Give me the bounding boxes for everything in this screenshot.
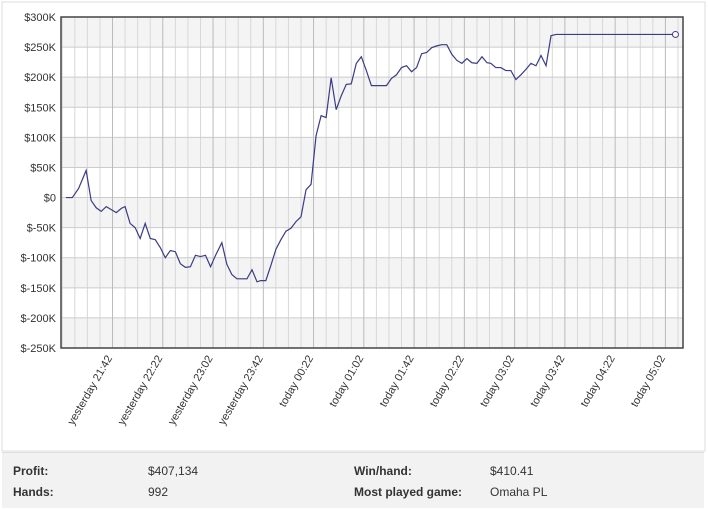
stat-value: $410.41 <box>490 464 534 478</box>
end-point <box>671 30 679 38</box>
stat-value: 992 <box>148 485 169 499</box>
grid-band <box>61 137 683 168</box>
grid-band <box>61 77 683 108</box>
stats-panel: Profit: $407,134 Hands: 992 Win/hand: $4… <box>2 452 704 508</box>
y-tick-label: $-250K <box>21 343 57 355</box>
plot-area <box>61 17 683 348</box>
data-line <box>66 33 676 283</box>
stat-label: Profit: <box>13 464 49 478</box>
y-tick-label: $50K <box>30 162 56 174</box>
y-tick-label: $250K <box>24 42 56 54</box>
y-tick-label: $0 <box>44 193 56 205</box>
stat-label: Win/hand: <box>354 464 412 478</box>
y-tick-label: $-150K <box>21 283 57 295</box>
plot-border <box>60 16 684 349</box>
chart: $-250K $-200K $-150K $-100K $-50K $0 $50K $100K… <box>1 1 706 452</box>
stat-label: Most played game: <box>354 485 463 499</box>
y-tick-label: $-50K <box>27 223 57 235</box>
y-tick-label: $150K <box>24 102 56 114</box>
grid-band <box>61 257 683 288</box>
y-tick-label: $200K <box>24 72 56 84</box>
stat-value: Omaha PL <box>490 485 548 499</box>
stat-label: Hands: <box>13 485 54 499</box>
y-tick-label: $-200K <box>21 313 57 325</box>
y-tick-label: $300K <box>24 12 56 24</box>
grid-band <box>61 17 683 48</box>
grid-band <box>61 197 683 228</box>
y-tick-label: $-100K <box>21 253 57 265</box>
stat-value: $407,134 <box>148 464 199 478</box>
grid-band <box>61 317 683 348</box>
y-tick-label: $100K <box>24 132 56 144</box>
